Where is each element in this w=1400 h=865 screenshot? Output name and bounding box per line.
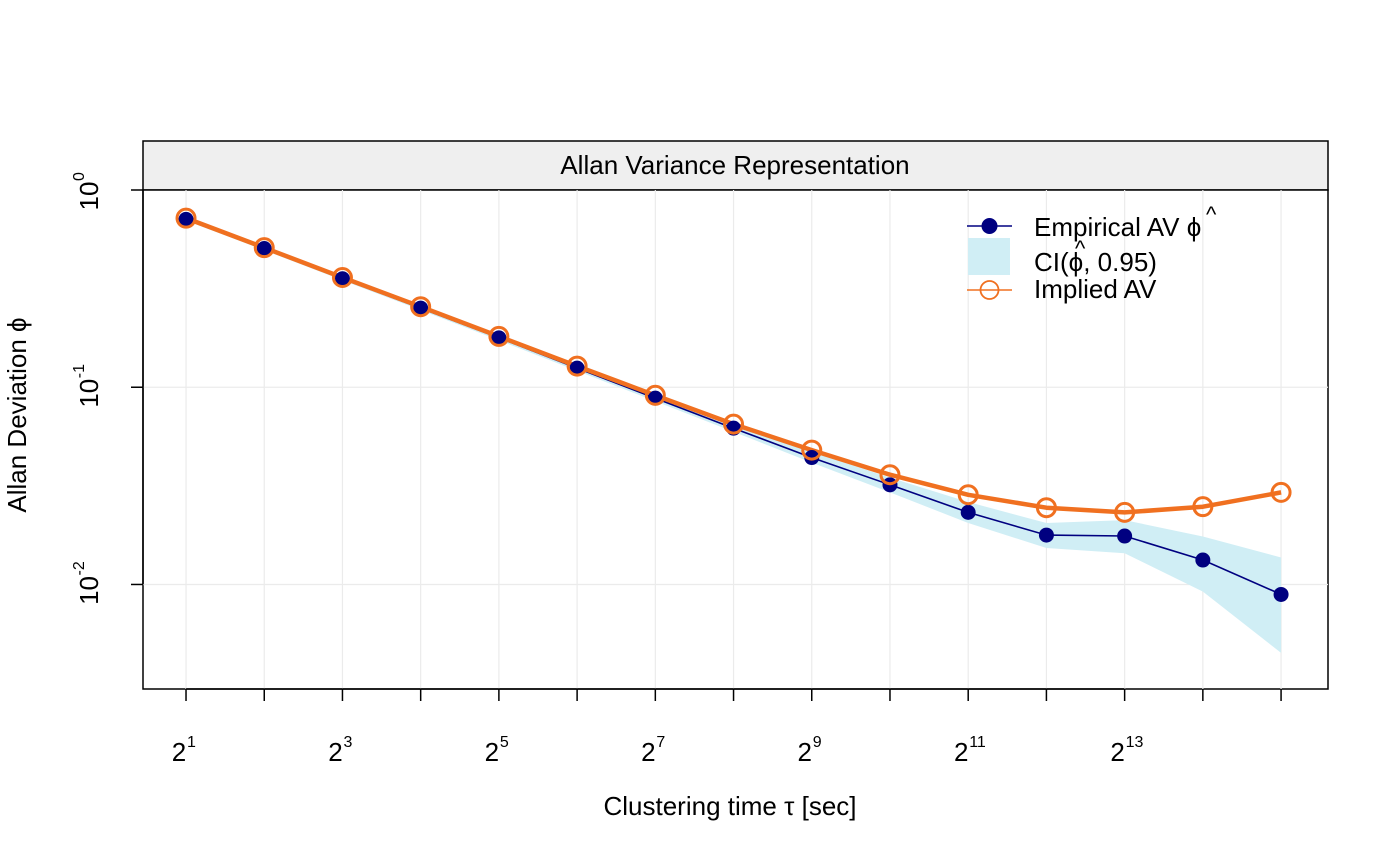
- y-tick-label-exponent: -1: [71, 364, 88, 378]
- x-tick-label-base: 2: [172, 737, 186, 767]
- y-tick-label-exponent: 0: [71, 172, 88, 181]
- legend-ci-hat: ^: [1075, 236, 1086, 261]
- legend-ci-post: , 0.95): [1083, 247, 1157, 277]
- implied-point: [1114, 501, 1136, 523]
- y-tick-label: 10-1: [71, 364, 104, 408]
- y-tick-label-base: 10: [74, 182, 104, 211]
- empirical-point: [413, 300, 429, 316]
- legend-empirical-label: Empirical AV ϕ: [1034, 212, 1201, 242]
- y-tick-label-exponent: -2: [71, 561, 88, 575]
- legend-empirical-marker: [981, 218, 998, 234]
- x-tick-label-exponent: 11: [969, 734, 986, 751]
- y-tick-label-base: 10: [74, 379, 104, 408]
- x-tick-label-exponent: 3: [343, 734, 352, 751]
- implied-point: [410, 296, 432, 318]
- empirical-point: [491, 330, 507, 346]
- empirical-point: [1038, 527, 1054, 543]
- empirical-point: [804, 450, 820, 466]
- implied-point: [879, 464, 901, 486]
- legend-empirical-main: Empirical AV: [1034, 212, 1187, 242]
- x-tick-label-exponent: 9: [813, 734, 822, 751]
- x-tick-label-base: 2: [641, 737, 655, 767]
- empirical-point: [1117, 528, 1133, 544]
- x-tick-label-base: 2: [485, 737, 499, 767]
- empirical-point: [1195, 552, 1211, 568]
- implied-point: [644, 384, 666, 406]
- x-tick-label-exponent: 7: [656, 734, 665, 751]
- legend-ci-swatch: [968, 238, 1010, 275]
- implied-point: [723, 413, 745, 435]
- empirical-point: [569, 360, 585, 376]
- legend-empirical-hat: ^: [1206, 202, 1217, 227]
- empirical-point: [256, 241, 272, 257]
- legend-implied-label: Implied AV: [1034, 274, 1157, 304]
- implied-point: [801, 439, 823, 461]
- x-tick-label-exponent: 13: [1126, 734, 1144, 751]
- x-axis: 2 1 2 3 2 5 2 7 2 9 2 11 2 13: [172, 688, 1282, 767]
- y-tick-label: 100: [71, 172, 104, 210]
- implied-point: [1270, 481, 1292, 503]
- x-tick-label-exponent: 5: [500, 734, 509, 751]
- y-tick-label-base: 10: [74, 576, 104, 605]
- empirical-point: [1273, 586, 1289, 602]
- x-axis-label: Clustering time τ [sec]: [603, 791, 856, 821]
- implied-point: [1192, 496, 1214, 518]
- implied-point: [957, 484, 979, 506]
- implied-point: [175, 207, 197, 229]
- chart-title: Allan Variance Representation: [560, 150, 909, 180]
- implied-point: [331, 267, 353, 289]
- title-strip: [142, 140, 1329, 191]
- legend-ci-pre: CI(: [1034, 247, 1069, 277]
- x-tick-label-base: 2: [954, 737, 968, 767]
- legend-ci-label: CI(ϕ, 0.95): [1034, 247, 1157, 277]
- grid-lines: [143, 190, 1328, 689]
- empirical-point: [334, 271, 350, 287]
- implied-point: [566, 355, 588, 377]
- x-tick-label-base: 2: [328, 737, 342, 767]
- legend-implied-marker: [979, 280, 1000, 300]
- y-tick-label: 10-2: [71, 561, 104, 605]
- implied-point: [488, 325, 510, 347]
- implied-point: [1035, 497, 1057, 519]
- legend-ci-symbol: ϕ: [1069, 247, 1084, 277]
- y-axis-label: Allan Deviation ϕ: [2, 317, 32, 512]
- implied-point: [253, 237, 275, 259]
- x-tick-label-base: 2: [1110, 737, 1124, 767]
- series-layer: [175, 207, 1292, 602]
- x-tick-label-base: 2: [798, 737, 812, 767]
- x-tick-label-exponent: 1: [187, 734, 196, 751]
- empirical-point: [178, 211, 194, 227]
- legend: Empirical AV ϕ ^ CI(ϕ, 0.95) ^ Implied A…: [967, 202, 1217, 304]
- empirical-point: [960, 504, 976, 520]
- legend-empirical-symbol: ϕ: [1187, 212, 1202, 242]
